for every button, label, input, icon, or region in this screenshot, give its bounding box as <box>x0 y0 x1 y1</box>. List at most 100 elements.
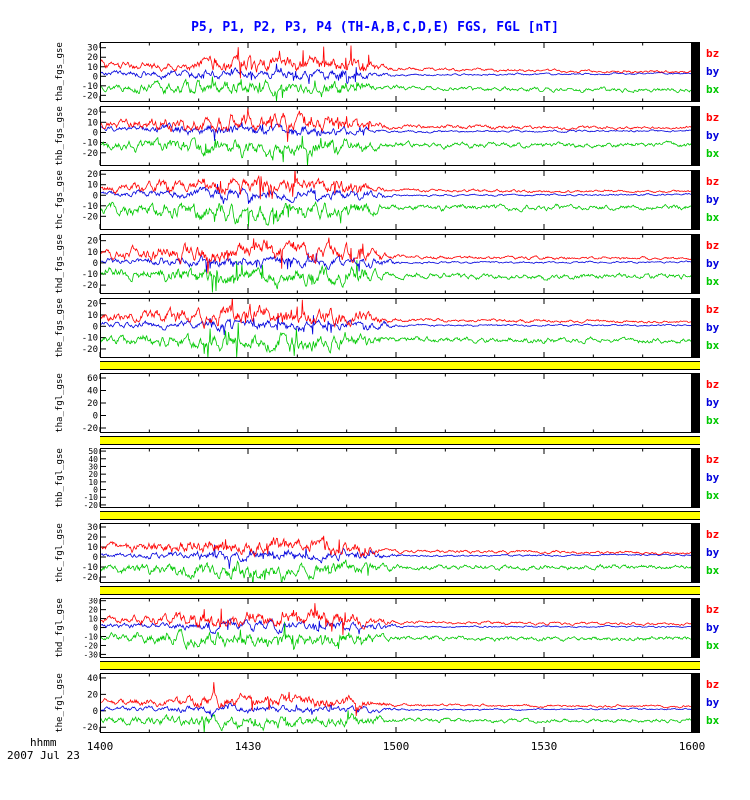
y-axis-label: thc_fgl_gse <box>55 523 65 583</box>
svg-text:-20: -20 <box>82 212 98 222</box>
legend-bx: bx <box>706 639 720 652</box>
svg-text:20: 20 <box>87 399 98 409</box>
plot-panel-the_fgl_gse: the_fgl_gse 40 20 0 -20 bz by bx <box>0 673 750 733</box>
series-bz <box>101 603 691 636</box>
series-bz <box>101 299 691 329</box>
y-axis-label: tha_fgs_gse <box>55 42 65 102</box>
svg-text:20: 20 <box>88 606 98 615</box>
right-axis-bar <box>692 42 700 102</box>
svg-text:0: 0 <box>93 624 98 633</box>
legend-bx: bx <box>706 275 720 288</box>
svg-text:-20: -20 <box>82 345 98 355</box>
series-bz <box>101 45 691 79</box>
series-bx <box>101 322 691 357</box>
right-axis-bar <box>692 673 700 733</box>
svg-text:20: 20 <box>87 690 98 700</box>
svg-text:-20: -20 <box>82 91 98 101</box>
svg-text:-20: -20 <box>82 424 98 433</box>
plot-panel-thd_fgl_gse: thd_fgl_gse 30 20 10 0 -10 -20 -30 bz by bx <box>0 598 750 658</box>
svg-text:-30: -30 <box>84 650 99 658</box>
legend-by: by <box>706 696 720 709</box>
svg-text:-10: -10 <box>82 334 98 344</box>
legend-bz: bz <box>706 47 720 60</box>
svg-text:-20: -20 <box>82 573 98 583</box>
series-by <box>101 183 691 204</box>
series-bz <box>101 108 691 142</box>
right-axis-bar <box>692 234 700 294</box>
legend-bx: bx <box>706 714 720 727</box>
series-bx <box>101 76 691 101</box>
legend-bx: bx <box>706 339 720 352</box>
series-by <box>101 314 691 336</box>
svg-text:0: 0 <box>93 259 98 269</box>
svg-text:-20: -20 <box>82 149 98 159</box>
legend-by: by <box>706 621 720 634</box>
legend-bz: bz <box>706 453 720 466</box>
plot-panel-thb_fgl_gse: thb_fgl_gse 50 40 30 20 10 0 -10 -20 bz by bx <box>0 448 750 508</box>
panel-plot: 40 20 0 -20 <box>82 673 700 733</box>
series-bx <box>101 200 691 227</box>
y-axis-label: thc_fgs_gse <box>55 170 65 230</box>
series-by <box>101 122 691 142</box>
svg-text:20: 20 <box>88 470 98 479</box>
series-bz <box>101 682 691 717</box>
plot-panel-the_fgs_gse: the_fgs_gse 20 10 0 -10 -20 bz by bx <box>0 298 750 358</box>
separator-bar <box>100 586 700 595</box>
legend-bz: bz <box>706 175 720 188</box>
svg-text:10: 10 <box>87 118 98 128</box>
panel-plot: 60 40 20 0 -20 <box>82 373 700 433</box>
y-axis-label: tha_fgl_gse <box>55 373 65 433</box>
svg-text:10: 10 <box>87 248 98 258</box>
legend-bz: bz <box>706 239 720 252</box>
svg-text:40: 40 <box>87 674 98 684</box>
svg-text:0: 0 <box>93 412 98 422</box>
svg-text:40: 40 <box>88 455 98 464</box>
date-label: 2007 Jul 23 <box>7 749 80 762</box>
series-bx <box>101 260 691 293</box>
svg-text:30: 30 <box>87 44 98 54</box>
series-bz <box>101 535 691 558</box>
series-bx <box>101 559 691 582</box>
plot-panel-tha_fgl_gse: tha_fgl_gse 60 40 20 0 -20 bz by bx <box>0 373 750 433</box>
svg-text:0: 0 <box>93 322 98 332</box>
svg-text:20: 20 <box>87 53 98 63</box>
legend-bz: bz <box>706 528 720 541</box>
legend-bz: bz <box>706 678 720 691</box>
svg-text:-10: -10 <box>82 563 98 573</box>
svg-text:20: 20 <box>87 300 98 310</box>
legend-bx: bx <box>706 147 720 160</box>
svg-text:40: 40 <box>87 387 98 397</box>
right-axis-bar <box>692 170 700 230</box>
separator-bar <box>100 436 700 445</box>
svg-text:20: 20 <box>87 170 98 180</box>
right-axis-bar <box>692 373 700 433</box>
svg-text:20: 20 <box>87 533 98 543</box>
legend-by: by <box>706 129 720 142</box>
svg-text:0: 0 <box>93 707 98 717</box>
svg-text:60: 60 <box>87 374 98 384</box>
svg-text:0: 0 <box>93 486 98 495</box>
legend-by: by <box>706 396 720 409</box>
legend-bx: bx <box>706 564 720 577</box>
svg-text:0: 0 <box>93 72 98 82</box>
svg-text:10: 10 <box>87 543 98 553</box>
separator-bar <box>100 361 700 370</box>
legend-by: by <box>706 257 720 270</box>
series-by <box>101 544 691 569</box>
svg-text:0: 0 <box>93 128 98 138</box>
svg-text:-20: -20 <box>82 723 98 733</box>
plot-title: P5, P1, P2, P3, P4 (TH-A,B,C,D,E) FGS, F… <box>191 20 559 35</box>
legend-by: by <box>706 546 720 559</box>
separator-bar <box>100 661 700 670</box>
svg-text:-10: -10 <box>82 270 98 280</box>
separator-bar <box>100 511 700 520</box>
svg-text:10: 10 <box>87 181 98 191</box>
svg-text:0: 0 <box>93 553 98 563</box>
right-axis-bar <box>692 523 700 583</box>
svg-text:20: 20 <box>87 108 98 118</box>
